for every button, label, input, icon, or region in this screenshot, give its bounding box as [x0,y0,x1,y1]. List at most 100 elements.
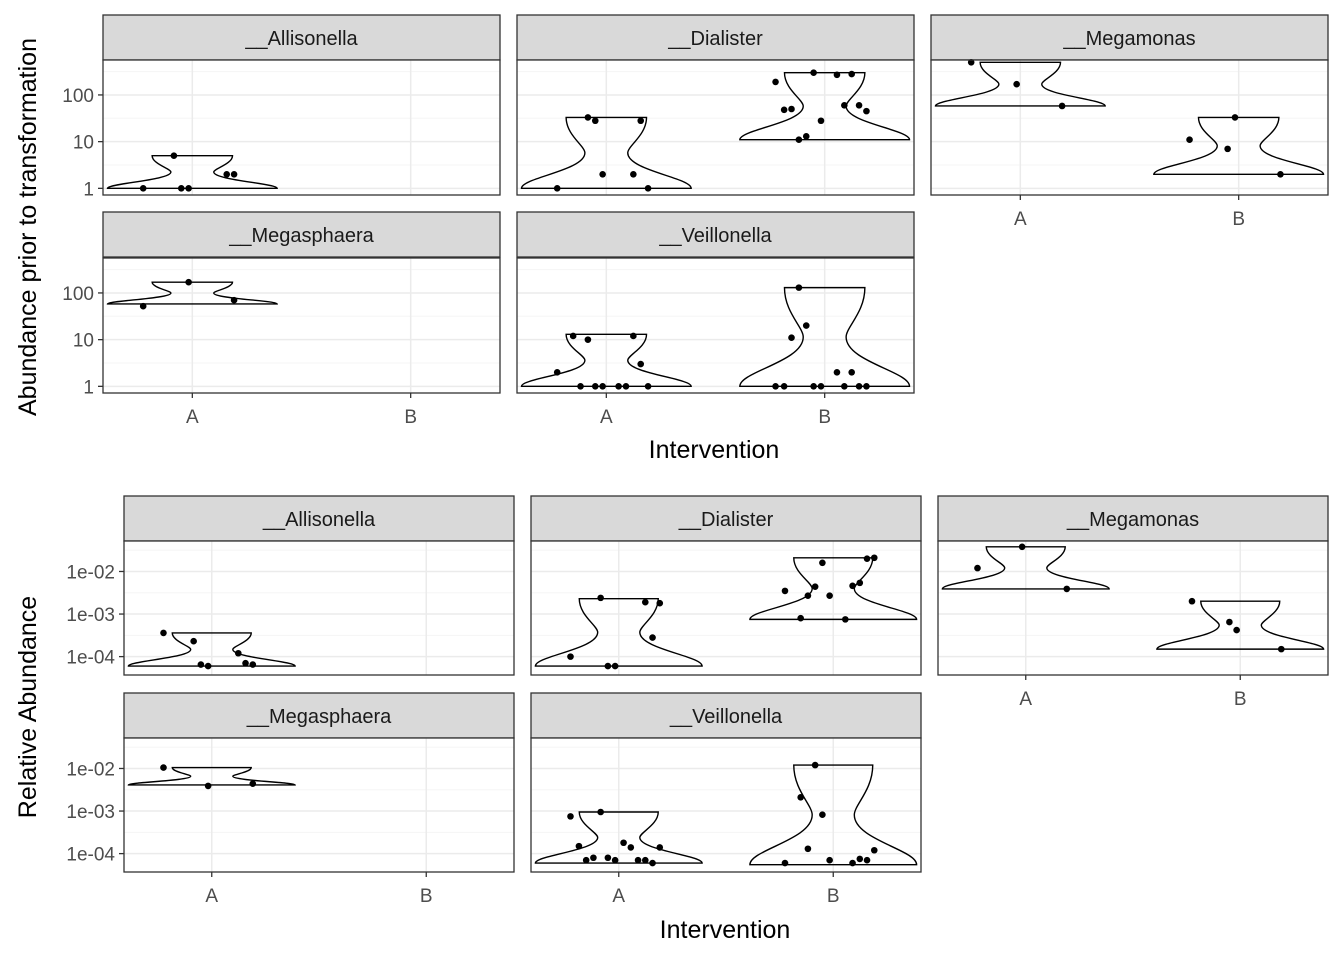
violin-shape [520,116,692,190]
data-point [1013,80,1020,88]
x-tick-label: B [827,886,840,907]
data-point [1226,618,1233,626]
data-point [577,383,584,390]
data-point [863,856,871,864]
x-tick-label: A [612,886,625,907]
figure-1-facets: __Allisonella 1 10 100 __Dialister __Megamona… [62,14,1329,428]
data-point [644,383,652,390]
facet-strip [516,14,915,61]
violin-shape [534,597,703,667]
data-point [819,559,826,567]
data-point [641,598,649,606]
facet-strip [530,692,922,739]
facet-strip [930,14,1329,61]
data-point [615,383,622,390]
data-point [139,185,147,192]
violin-shape [127,632,296,667]
facet-strip [102,211,501,258]
data-point [870,846,878,854]
facet-strip-label: __Megamonas [1066,509,1199,531]
x-tick-label: B [818,407,831,428]
data-point [802,133,810,140]
facet-strip-label: __Dialister [667,28,763,50]
violin-shape [520,333,692,388]
data-point [249,780,257,787]
data-point [780,106,788,114]
facet-panel: __Veillonella A B [516,211,915,428]
y-tick-label: 1e-03 [66,802,115,823]
data-point [656,599,664,607]
facet-strip [123,692,515,739]
data-point [855,383,863,390]
data-point [591,117,599,125]
panel-background [517,60,914,195]
facet-strip-label: __Allisonella [262,509,376,531]
facet-strip [516,211,915,258]
violin-shape [941,546,1110,590]
x-tick-label: A [1019,689,1032,710]
figure-2-facets: __Allisonella 1e-04 1e-03 1e-02 __Dialister _… [66,495,1329,907]
data-point [637,117,645,125]
y-tick-label: 10 [73,133,94,154]
data-point [841,101,848,109]
data-point [1018,543,1026,551]
data-point [1224,145,1231,153]
data-point [582,856,590,864]
data-point [804,845,812,853]
y-tick-label: 100 [62,86,94,107]
data-point [604,854,612,862]
data-point [1186,136,1193,144]
panel-border [102,59,501,196]
data-point [249,661,257,668]
violin-shape [106,154,278,190]
facet-strip [123,495,515,542]
data-point [611,856,619,864]
data-point [567,653,574,660]
data-point [817,117,825,125]
data-point [848,368,855,376]
facet-strip-label: __Dialister [678,509,774,531]
facet-panel: __Dialister [516,14,915,196]
data-point [644,185,652,192]
data-point [804,592,812,599]
data-point [597,594,604,602]
panel-border [123,737,515,873]
data-point [795,136,803,144]
data-point [1058,102,1066,110]
data-point [190,637,197,645]
x-tick-label: A [205,886,218,907]
data-point [630,170,637,178]
data-point [772,78,779,86]
data-point [622,383,630,390]
data-point [656,844,664,851]
data-point [611,662,619,670]
violin-shape [934,61,1106,107]
x-tick-label: A [1014,209,1027,230]
data-point [627,844,635,851]
y-tick-label: 1e-04 [66,845,115,866]
data-point [591,383,599,390]
figure-2-y-axis-title: Relative Abundance [14,596,42,818]
panel-background [124,738,514,872]
data-point [848,70,855,78]
x-tick-label: B [1232,209,1245,230]
panel-background [103,258,500,393]
data-point [788,334,795,342]
facet-strip [530,495,922,542]
violin-shape [534,811,703,864]
facet-strip-label: __Megasphaera [228,225,374,247]
data-point [604,662,612,670]
y-tick-label: 1e-04 [66,648,115,669]
data-point [649,859,656,867]
data-point [197,661,205,668]
data-point [863,107,870,115]
data-point [849,859,856,867]
data-point [849,582,856,590]
data-point [810,69,817,76]
panel-border [123,540,515,676]
facet-strip-label: __Allisonella [244,28,358,50]
data-point [811,761,819,769]
violin-shape [749,764,918,866]
data-point [590,854,597,862]
